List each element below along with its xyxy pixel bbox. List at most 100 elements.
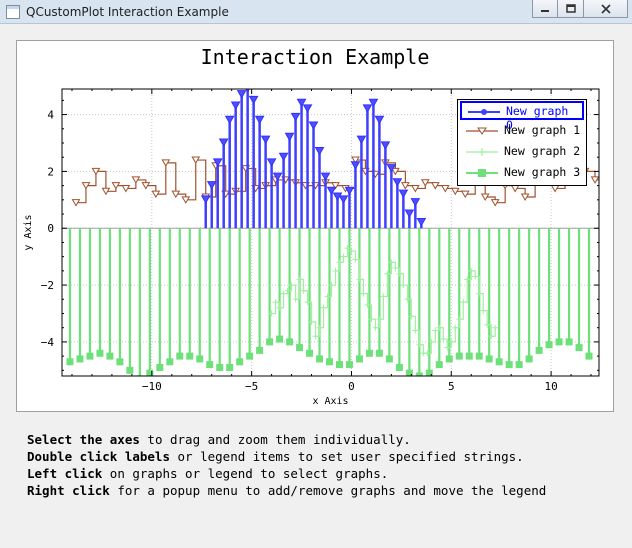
graph-3-point[interactable] bbox=[395, 363, 403, 371]
x-axis-label[interactable]: x Axis bbox=[312, 396, 348, 407]
graph-3-point[interactable] bbox=[405, 369, 413, 377]
graph-0-point[interactable] bbox=[266, 158, 277, 167]
graph-2-point[interactable] bbox=[364, 301, 371, 308]
graph-2-point[interactable] bbox=[404, 296, 411, 303]
graph-3-point[interactable] bbox=[306, 349, 314, 357]
graph-0-point[interactable] bbox=[254, 115, 265, 125]
graph-0-point[interactable] bbox=[344, 186, 355, 196]
graph-2-point[interactable] bbox=[336, 259, 343, 266]
graph-0-point[interactable] bbox=[200, 195, 211, 204]
plot-area[interactable] bbox=[66, 85, 601, 382]
legend-label-graph-1[interactable]: New graph 1 bbox=[504, 123, 581, 137]
graph-0-point[interactable] bbox=[272, 172, 283, 182]
legend-label-graph-0[interactable]: New graph 0 bbox=[506, 104, 569, 132]
graph-1-point[interactable] bbox=[191, 156, 201, 165]
graph-1-point[interactable] bbox=[141, 182, 151, 190]
graph-2-point[interactable] bbox=[308, 319, 315, 326]
graph-1-point[interactable] bbox=[490, 199, 500, 207]
legend-label-graph-3[interactable]: New graph 3 bbox=[504, 165, 581, 179]
graph-1-point[interactable] bbox=[450, 187, 460, 196]
graph-1-point[interactable] bbox=[71, 199, 81, 207]
graph-1-point[interactable] bbox=[460, 190, 470, 199]
graph-0-point[interactable] bbox=[404, 209, 415, 219]
graph-1-point[interactable] bbox=[81, 182, 91, 190]
graph-3-point[interactable] bbox=[455, 352, 463, 360]
y-axis-label[interactable]: y Axis bbox=[23, 214, 34, 250]
graph-3-point[interactable] bbox=[585, 352, 593, 360]
graph-2-point[interactable] bbox=[468, 267, 475, 274]
graph-2-point[interactable] bbox=[288, 282, 295, 289]
graph-2-point[interactable] bbox=[352, 256, 359, 263]
y-axis-tick-label[interactable]: 0 bbox=[47, 222, 54, 235]
legend-item-graph-1[interactable]: New graph 1 bbox=[460, 122, 584, 141]
graph-1-point[interactable] bbox=[181, 196, 191, 204]
graph-3-point[interactable] bbox=[186, 352, 194, 360]
maximize-button[interactable] bbox=[558, 0, 584, 18]
legend-item-graph-0[interactable]: New graph 0 bbox=[460, 101, 584, 132]
graph-1-point[interactable] bbox=[101, 187, 111, 196]
graph-1-point[interactable] bbox=[151, 190, 161, 199]
graph-3-point[interactable] bbox=[485, 355, 493, 363]
graph-0-point[interactable] bbox=[244, 85, 252, 94]
graph-1-point[interactable] bbox=[91, 167, 101, 176]
graph-2-point[interactable] bbox=[372, 324, 379, 331]
graph-3-point[interactable] bbox=[435, 361, 443, 369]
graph-2-point[interactable] bbox=[376, 316, 383, 323]
graph-2-point[interactable] bbox=[328, 282, 335, 289]
minimize-button[interactable] bbox=[532, 0, 558, 18]
graph-0-point[interactable] bbox=[314, 147, 325, 156]
graph-2-point[interactable] bbox=[356, 276, 363, 283]
graph-2-point[interactable] bbox=[316, 324, 323, 331]
graph-2-point[interactable] bbox=[424, 350, 431, 357]
graph-0-point[interactable] bbox=[236, 90, 247, 99]
graph-2-point[interactable] bbox=[292, 296, 299, 303]
graph-0-point[interactable] bbox=[350, 161, 361, 170]
graph-2-point[interactable] bbox=[380, 293, 387, 300]
graph-1-point[interactable] bbox=[420, 179, 430, 187]
graph-2-point[interactable] bbox=[464, 276, 471, 283]
graph-3-point[interactable] bbox=[126, 366, 134, 374]
graph-2-point[interactable] bbox=[412, 327, 419, 334]
graph-2-point[interactable] bbox=[432, 327, 439, 334]
graph-0-point[interactable] bbox=[386, 164, 397, 173]
graph-3-point[interactable] bbox=[475, 352, 483, 360]
graph-3-point[interactable] bbox=[355, 355, 363, 363]
x-axis-tick-label[interactable]: 10 bbox=[544, 380, 557, 393]
graph-3-point[interactable] bbox=[375, 349, 383, 357]
graph-2-point[interactable] bbox=[304, 299, 311, 306]
graph-1-point[interactable] bbox=[480, 193, 490, 201]
graph-2-point[interactable] bbox=[268, 310, 275, 317]
graph-3-point[interactable] bbox=[515, 361, 523, 369]
graph-2-point[interactable] bbox=[448, 338, 455, 345]
graph-1-point[interactable] bbox=[161, 159, 171, 167]
graph-0-point[interactable] bbox=[218, 138, 229, 147]
x-axis-tick-label[interactable]: −5 bbox=[245, 380, 258, 393]
graph-3-point[interactable] bbox=[495, 358, 503, 366]
graph-0-point[interactable] bbox=[374, 115, 385, 125]
graph-3-point[interactable] bbox=[525, 355, 533, 363]
graph-0-point[interactable] bbox=[284, 132, 295, 142]
graph-0-point[interactable] bbox=[326, 186, 337, 196]
graph-3-point[interactable] bbox=[106, 352, 114, 360]
graph-0-point[interactable] bbox=[302, 104, 313, 113]
graph-2-point[interactable] bbox=[408, 313, 415, 320]
graph-1-point[interactable] bbox=[351, 156, 360, 165]
graph-2-point[interactable] bbox=[344, 245, 351, 252]
graph-3-point[interactable] bbox=[425, 369, 433, 377]
graph-3-point[interactable] bbox=[296, 344, 304, 352]
graph-0-point[interactable] bbox=[392, 178, 403, 187]
graph-2-point[interactable] bbox=[348, 247, 355, 254]
graph-3-point[interactable] bbox=[545, 341, 553, 349]
graph-3-point[interactable] bbox=[365, 349, 373, 357]
graph-1-point[interactable] bbox=[430, 182, 440, 190]
graph-3-point[interactable] bbox=[415, 372, 423, 380]
graph-2-point[interactable] bbox=[396, 270, 403, 277]
graph-1-point[interactable] bbox=[400, 182, 410, 190]
graph-3-point[interactable] bbox=[96, 349, 104, 357]
close-button[interactable] bbox=[584, 0, 628, 18]
y-axis-tick-label[interactable]: −4 bbox=[41, 336, 55, 349]
graph-2-point[interactable] bbox=[484, 321, 491, 328]
plot-canvas[interactable]: −10 −5 0 5 10 −4 −2 0 2 4 x Axis y Axis bbox=[17, 41, 615, 413]
graph-2-point[interactable] bbox=[472, 273, 479, 280]
graph-3-point[interactable] bbox=[555, 338, 563, 346]
